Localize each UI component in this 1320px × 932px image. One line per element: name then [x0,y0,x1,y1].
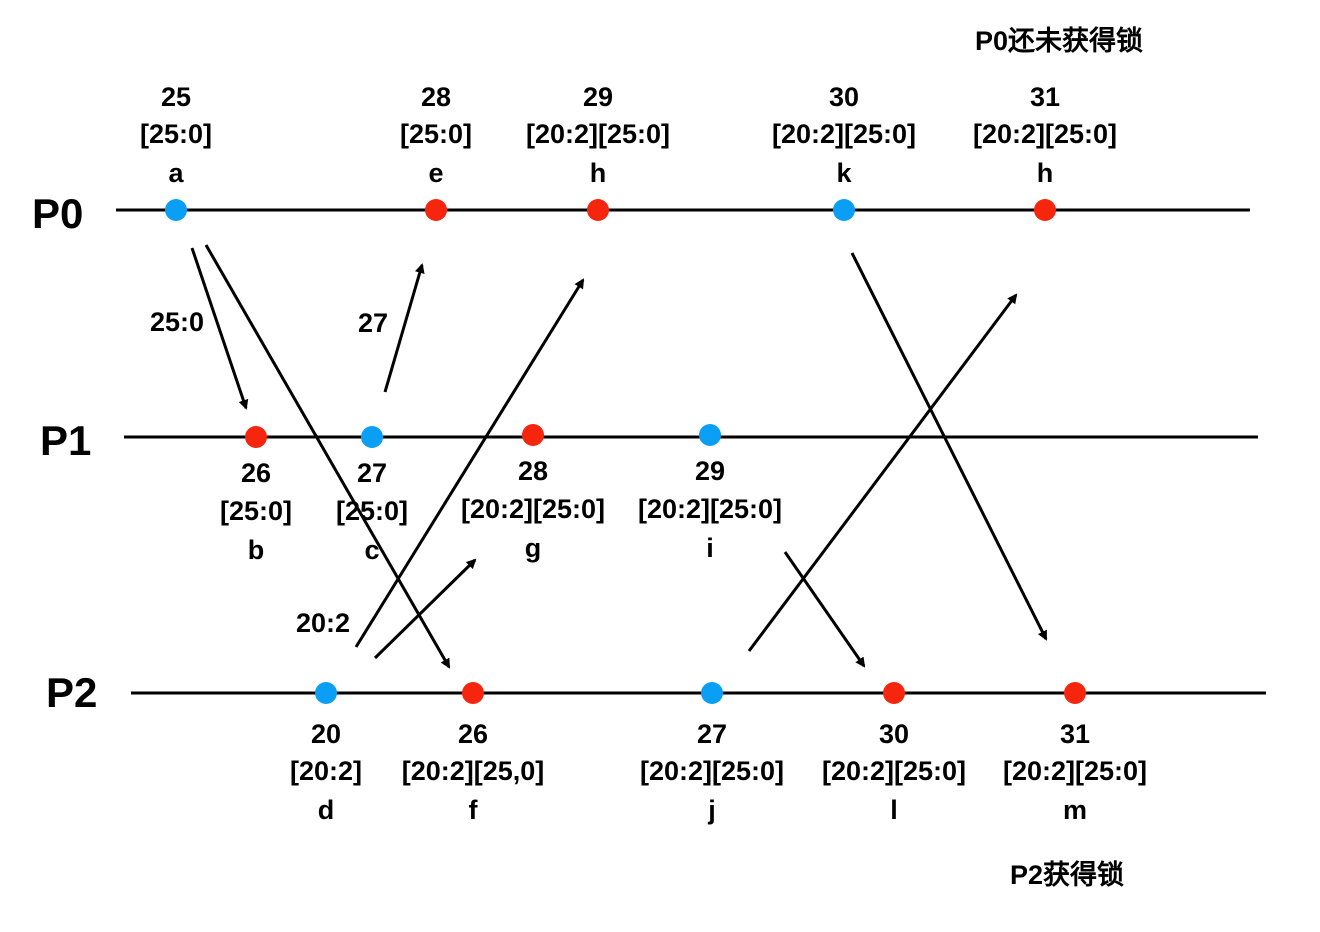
message-arrow-c-e [383,263,425,393]
message-arrows: 25:0 27 20:2 [150,244,1048,669]
event-dot-l [883,682,905,704]
process-label-p2: P2 [46,669,97,716]
event-name-a: a [168,158,184,188]
event-vector-c: [25:0] [336,496,408,526]
event-labels: 25[25:0]a28[25:0]e29[20:2][25:0]h30[20:2… [140,82,1147,825]
event-time-j: 27 [697,719,727,749]
event-name-j: j [707,795,716,825]
event-time-g: 28 [518,456,548,486]
message-arrow-a-b [190,247,249,410]
event-name-c: c [364,535,379,565]
event-vector-a: [25:0] [140,119,212,149]
process-label-p1: P1 [40,417,91,464]
event-name-m: m [1063,795,1087,825]
event-time-i: 29 [695,456,725,486]
event-name-d: d [318,795,335,825]
message-label-a-b: 25:0 [150,307,204,337]
event-name-i: i [706,533,714,563]
event-time-l: 30 [879,719,909,749]
process-label-p0: P0 [32,190,83,237]
event-vector-e: [25:0] [400,119,472,149]
event-vector-j: [20:2][25:0] [640,756,784,786]
event-time-c: 27 [357,458,387,488]
event-dot-a [165,199,187,221]
p2-lock-status-note: P2获得锁 [1010,859,1124,890]
message-label-c-e: 27 [358,308,388,338]
event-time-k: 30 [829,82,859,112]
event-name-k: k [836,158,852,188]
event-time-h1: 29 [583,82,613,112]
event-name-f: f [469,795,479,825]
event-vector-g: [20:2][25:0] [461,494,605,524]
message-arrow-d-h [354,278,585,648]
message-arrow-k-m [850,252,1048,641]
event-vector-i: [20:2][25:0] [638,494,782,524]
message-arrow-a-f [204,244,451,669]
event-name-h1: h [590,158,607,188]
event-vector-h2: [20:2][25:0] [973,119,1117,149]
event-name-h2: h [1037,158,1054,188]
event-vector-b: [25:0] [220,496,292,526]
event-dot-b [245,426,267,448]
event-dot-h1 [587,199,609,221]
event-dot-k [833,199,855,221]
event-time-b: 26 [241,458,271,488]
event-time-d: 20 [311,719,341,749]
event-name-b: b [248,535,265,565]
event-vector-k: [20:2][25:0] [772,119,916,149]
process-timelines [116,208,1266,695]
event-vector-d: [20:2] [290,756,362,786]
event-vector-h1: [20:2][25:0] [526,119,670,149]
event-time-h2: 31 [1030,82,1060,112]
event-vector-f: [20:2][25,0] [402,756,545,786]
event-dot-e [425,199,447,221]
event-dot-m [1064,682,1086,704]
message-arrow-d-g [373,558,477,660]
event-name-e: e [428,158,443,188]
event-time-a: 25 [161,82,191,112]
event-name-g: g [525,533,542,563]
event-dot-d [315,682,337,704]
event-name-l: l [890,795,898,825]
event-dot-c [361,426,383,448]
message-arrow-j-h [747,293,1018,652]
event-dot-h2 [1034,199,1056,221]
event-dot-g [522,424,544,446]
event-time-m: 31 [1060,719,1090,749]
p0-lock-status-note: P0还未获得锁 [975,25,1143,56]
message-arrow-i-l [783,551,866,668]
event-dot-i [699,424,721,446]
event-dot-f [462,682,484,704]
event-vector-m: [20:2][25:0] [1003,756,1147,786]
event-time-f: 26 [458,719,488,749]
event-dot-j [701,682,723,704]
message-label-d-h: 20:2 [296,608,350,638]
event-markers [165,199,1086,704]
event-time-e: 28 [421,82,451,112]
event-vector-l: [20:2][25:0] [822,756,966,786]
